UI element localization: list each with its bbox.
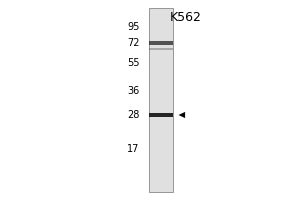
Bar <box>148 8 172 192</box>
Polygon shape <box>178 112 185 118</box>
Text: 28: 28 <box>127 110 140 120</box>
Text: 36: 36 <box>127 86 140 96</box>
Bar <box>148 48 172 50</box>
Bar <box>148 41 172 45</box>
Bar <box>148 113 172 117</box>
Text: 17: 17 <box>127 144 140 154</box>
Text: 55: 55 <box>127 58 140 68</box>
Text: K562: K562 <box>170 11 202 24</box>
Text: 95: 95 <box>127 22 140 32</box>
Text: 72: 72 <box>127 38 140 48</box>
